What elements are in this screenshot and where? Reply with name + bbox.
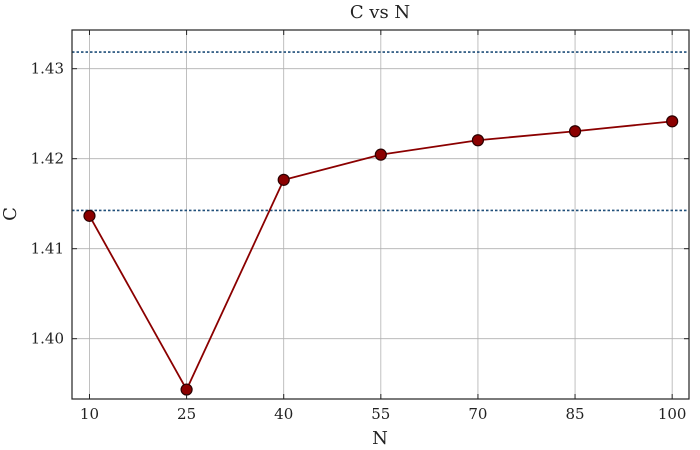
x-tick-label: 85 [566, 405, 585, 423]
axis-ticks: 10 25 40 55 70 85 100 1.40 1.41 1.42 1.43 [31, 30, 689, 423]
y-tick-label: 1.42 [31, 150, 64, 168]
x-tick-label: 100 [658, 405, 687, 423]
data-point [83, 209, 96, 222]
x-tick-label: 70 [468, 405, 487, 423]
x-tick-label: 40 [274, 405, 293, 423]
data-point [568, 125, 582, 138]
chart-title: C vs N [350, 2, 410, 23]
series [83, 115, 679, 396]
data-point [180, 383, 193, 396]
y-tick-label: 1.43 [31, 60, 64, 78]
x-tick-label: 25 [177, 405, 196, 423]
x-tick-label: 10 [80, 405, 99, 423]
x-tick-label: 55 [371, 405, 390, 423]
data-point [374, 148, 387, 161]
y-tick-label: 1.40 [31, 330, 64, 348]
data-point [277, 173, 290, 186]
data-point [666, 115, 679, 128]
reference-lines [72, 51, 689, 212]
y-tick-label: 1.41 [31, 240, 64, 258]
data-point [471, 134, 485, 147]
y-axis-label: C [0, 207, 21, 221]
x-axis-label: N [372, 428, 388, 449]
grid [72, 30, 689, 399]
